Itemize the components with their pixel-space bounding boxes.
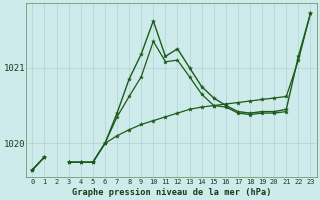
X-axis label: Graphe pression niveau de la mer (hPa): Graphe pression niveau de la mer (hPa) bbox=[72, 188, 271, 197]
